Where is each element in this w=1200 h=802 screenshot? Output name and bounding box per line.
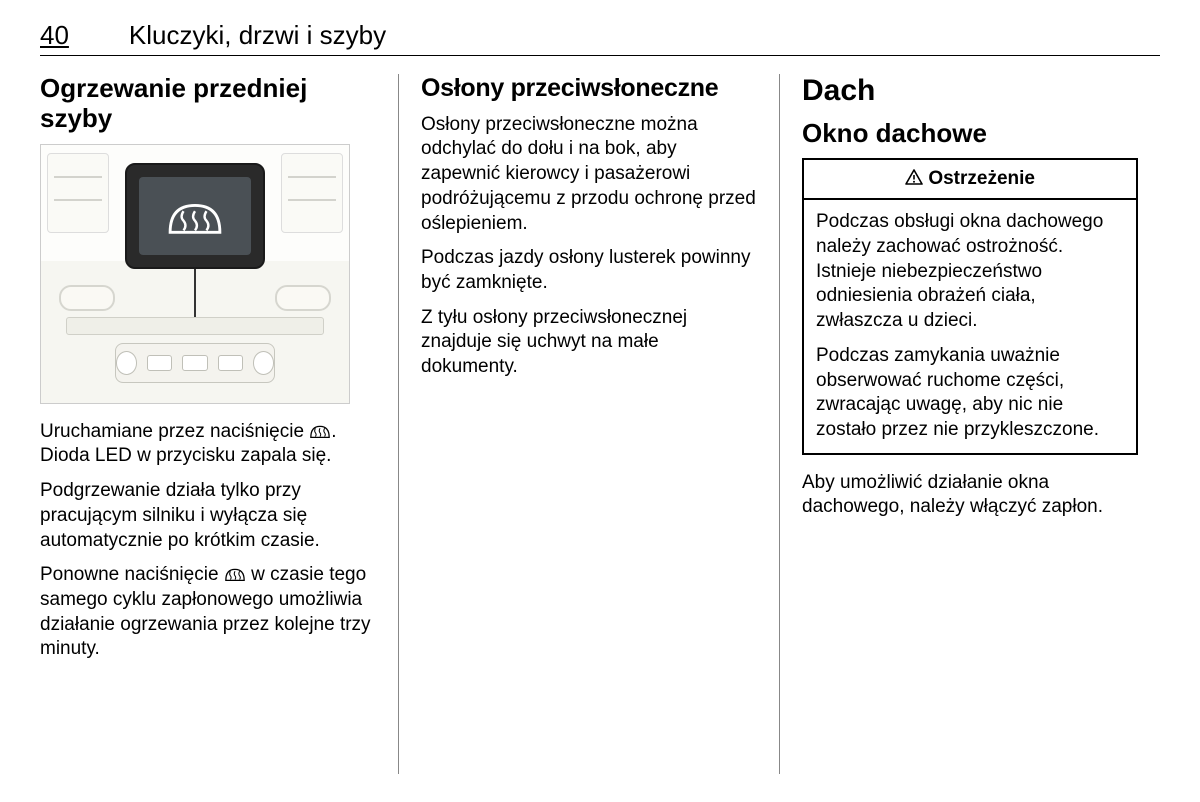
warning-paragraph-1: Podczas obsługi okna dachowego należy za… (816, 210, 1124, 333)
dial-graphic (116, 351, 138, 375)
warning-paragraph-2: Podczas zamykania uważnie obserwować ruc… (816, 344, 1124, 443)
col1-paragraph-2: Podgrzewanie działa tylko przy pracujący… (40, 479, 376, 553)
col3-section-heading: Dach (802, 74, 1138, 109)
warning-label: Ostrzeżenie (928, 168, 1035, 189)
warning-header: Ostrzeżenie (804, 160, 1136, 200)
column-3: Dach Okno dachowe Ostrzeżenie Podczas ob… (779, 74, 1160, 774)
callout-panel (125, 163, 265, 269)
knob-right-graphic (275, 285, 331, 311)
columns-container: Ogrzewanie przedniej szyby (40, 74, 1160, 774)
knob-left-graphic (59, 285, 115, 311)
column-2: Osłony przeciwsłoneczne Osłony przeciwsł… (398, 74, 779, 774)
center-console-graphic (115, 343, 275, 383)
chapter-title: Kluczyki, drzwi i szyby (129, 20, 386, 51)
dash-strip-graphic (66, 317, 325, 335)
defrost-icon (166, 194, 224, 238)
callout-line (194, 269, 196, 319)
text-run: Uruchamiane przez naciśnięcie (40, 421, 309, 442)
col1-paragraph-1: Uruchamiane przez naciśnięcie . Dioda LE… (40, 420, 376, 469)
small-button-graphic (218, 355, 243, 371)
column-1: Ogrzewanie przedniej szyby (40, 74, 398, 774)
warning-triangle-icon (905, 169, 923, 185)
col1-heading: Ogrzewanie przedniej szyby (40, 74, 376, 134)
col2-paragraph-1: Osłony przeciwsłoneczne można odchylać d… (421, 113, 757, 236)
callout-panel-inner (139, 177, 251, 255)
text-run: Ponowne naciśnięcie (40, 564, 224, 585)
vent-right-graphic (281, 153, 343, 233)
col3-paragraph-after: Aby umożliwić działanie okna dachowego, … (802, 471, 1138, 520)
col2-paragraph-2: Podczas jazdy osłony lusterek powinny by… (421, 246, 757, 295)
small-button-graphic (147, 355, 172, 371)
page-header: 40 Kluczyki, drzwi i szyby (40, 20, 1160, 56)
col3-subheading: Okno dachowe (802, 119, 1138, 149)
col1-paragraph-3: Ponowne naciśnięcie w czasie tego samego… (40, 563, 376, 662)
col2-heading: Osłony przeciwsłoneczne (421, 74, 757, 103)
dashboard-illustration (40, 144, 350, 404)
small-button-graphic (182, 355, 207, 371)
vent-left-graphic (47, 153, 109, 233)
defrost-icon (309, 423, 331, 439)
defrost-icon (224, 566, 246, 582)
warning-box: Ostrzeżenie Podczas obsługi okna dachowe… (802, 158, 1138, 454)
warning-body: Podczas obsługi okna dachowego należy za… (804, 200, 1136, 452)
page-number: 40 (40, 20, 69, 51)
dial-graphic (253, 351, 275, 375)
col2-paragraph-3: Z tyłu osłony przeciwsłonecznej znajduje… (421, 306, 757, 380)
